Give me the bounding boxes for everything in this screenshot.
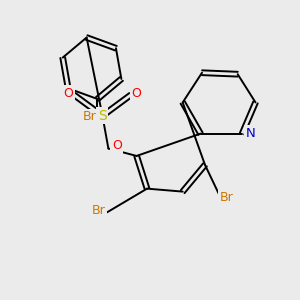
Text: S: S [98, 109, 107, 123]
Text: Br: Br [220, 191, 233, 204]
Text: Br: Br [82, 110, 96, 123]
Text: O: O [112, 139, 122, 152]
Text: O: O [63, 87, 73, 100]
Text: O: O [132, 87, 142, 100]
Text: N: N [246, 127, 256, 140]
Text: Br: Br [92, 204, 106, 218]
